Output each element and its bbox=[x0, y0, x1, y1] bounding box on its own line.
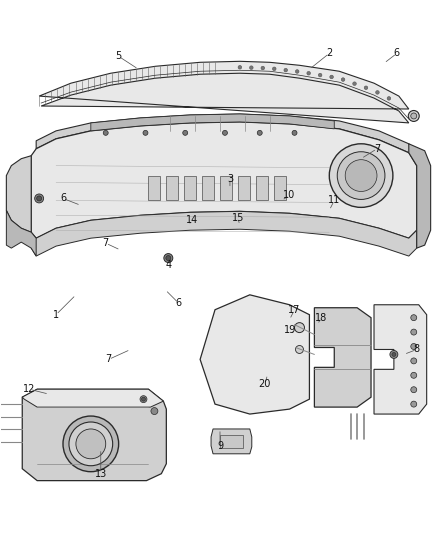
Circle shape bbox=[37, 196, 42, 201]
Polygon shape bbox=[314, 308, 371, 407]
Text: 7: 7 bbox=[374, 144, 380, 154]
Circle shape bbox=[250, 66, 253, 69]
Polygon shape bbox=[91, 114, 334, 131]
Polygon shape bbox=[202, 175, 214, 200]
Circle shape bbox=[411, 401, 417, 407]
Polygon shape bbox=[220, 175, 232, 200]
Polygon shape bbox=[31, 122, 417, 238]
Text: 6: 6 bbox=[175, 298, 181, 308]
Circle shape bbox=[411, 314, 417, 321]
Polygon shape bbox=[200, 295, 309, 414]
Polygon shape bbox=[31, 212, 417, 256]
Circle shape bbox=[261, 66, 265, 70]
Circle shape bbox=[390, 351, 398, 358]
Text: 7: 7 bbox=[102, 238, 109, 248]
Polygon shape bbox=[148, 175, 160, 200]
Polygon shape bbox=[374, 305, 427, 414]
Circle shape bbox=[35, 194, 44, 203]
Text: 19: 19 bbox=[284, 325, 297, 335]
Circle shape bbox=[392, 352, 396, 357]
Text: 3: 3 bbox=[227, 174, 233, 183]
Circle shape bbox=[411, 373, 417, 378]
Text: 6: 6 bbox=[60, 193, 66, 204]
Circle shape bbox=[257, 131, 262, 135]
Circle shape bbox=[411, 329, 417, 335]
Circle shape bbox=[295, 70, 299, 73]
Circle shape bbox=[329, 144, 393, 207]
Polygon shape bbox=[36, 114, 417, 166]
Circle shape bbox=[411, 387, 417, 393]
Circle shape bbox=[151, 408, 158, 415]
Circle shape bbox=[183, 131, 188, 135]
Circle shape bbox=[364, 86, 368, 90]
Circle shape bbox=[238, 66, 242, 69]
Circle shape bbox=[341, 78, 345, 82]
Text: 6: 6 bbox=[394, 49, 400, 58]
Circle shape bbox=[307, 71, 311, 75]
Polygon shape bbox=[7, 156, 31, 232]
Circle shape bbox=[292, 131, 297, 135]
Circle shape bbox=[337, 152, 385, 199]
Circle shape bbox=[411, 343, 417, 350]
Text: 18: 18 bbox=[315, 313, 328, 322]
Circle shape bbox=[76, 429, 106, 459]
Circle shape bbox=[284, 68, 287, 72]
Circle shape bbox=[63, 416, 119, 472]
Text: 15: 15 bbox=[232, 213, 244, 223]
Polygon shape bbox=[409, 144, 431, 248]
Text: 4: 4 bbox=[165, 260, 171, 270]
Text: 12: 12 bbox=[23, 384, 35, 394]
Polygon shape bbox=[7, 211, 36, 256]
Circle shape bbox=[330, 75, 333, 79]
Polygon shape bbox=[184, 175, 196, 200]
Circle shape bbox=[408, 110, 419, 122]
Polygon shape bbox=[39, 61, 409, 123]
Text: 20: 20 bbox=[258, 379, 271, 389]
Circle shape bbox=[411, 358, 417, 364]
Circle shape bbox=[345, 160, 377, 191]
Circle shape bbox=[141, 397, 145, 401]
Circle shape bbox=[296, 345, 304, 353]
Text: 10: 10 bbox=[283, 190, 296, 200]
Polygon shape bbox=[22, 389, 166, 481]
Text: 17: 17 bbox=[288, 305, 301, 314]
Text: 11: 11 bbox=[328, 196, 340, 205]
Circle shape bbox=[143, 131, 148, 135]
Text: 2: 2 bbox=[326, 49, 332, 58]
Circle shape bbox=[353, 82, 356, 85]
Text: 5: 5 bbox=[116, 51, 122, 61]
Text: 7: 7 bbox=[106, 354, 112, 365]
Polygon shape bbox=[274, 175, 286, 200]
Text: 13: 13 bbox=[95, 469, 107, 479]
Circle shape bbox=[411, 113, 417, 119]
Polygon shape bbox=[166, 175, 178, 200]
Circle shape bbox=[223, 131, 227, 135]
Polygon shape bbox=[238, 175, 250, 200]
Polygon shape bbox=[22, 389, 163, 407]
Circle shape bbox=[164, 254, 173, 263]
Text: 1: 1 bbox=[53, 310, 59, 320]
Circle shape bbox=[272, 67, 276, 70]
Circle shape bbox=[69, 422, 113, 466]
Circle shape bbox=[140, 395, 147, 402]
Circle shape bbox=[103, 131, 108, 135]
Text: 8: 8 bbox=[413, 344, 420, 354]
Polygon shape bbox=[256, 175, 268, 200]
Circle shape bbox=[318, 74, 322, 77]
Text: 9: 9 bbox=[217, 441, 223, 451]
Polygon shape bbox=[220, 435, 243, 448]
Circle shape bbox=[166, 255, 171, 261]
Circle shape bbox=[294, 322, 304, 333]
Polygon shape bbox=[211, 429, 252, 454]
Circle shape bbox=[387, 96, 391, 100]
Text: 14: 14 bbox=[186, 215, 198, 225]
Circle shape bbox=[376, 91, 379, 94]
